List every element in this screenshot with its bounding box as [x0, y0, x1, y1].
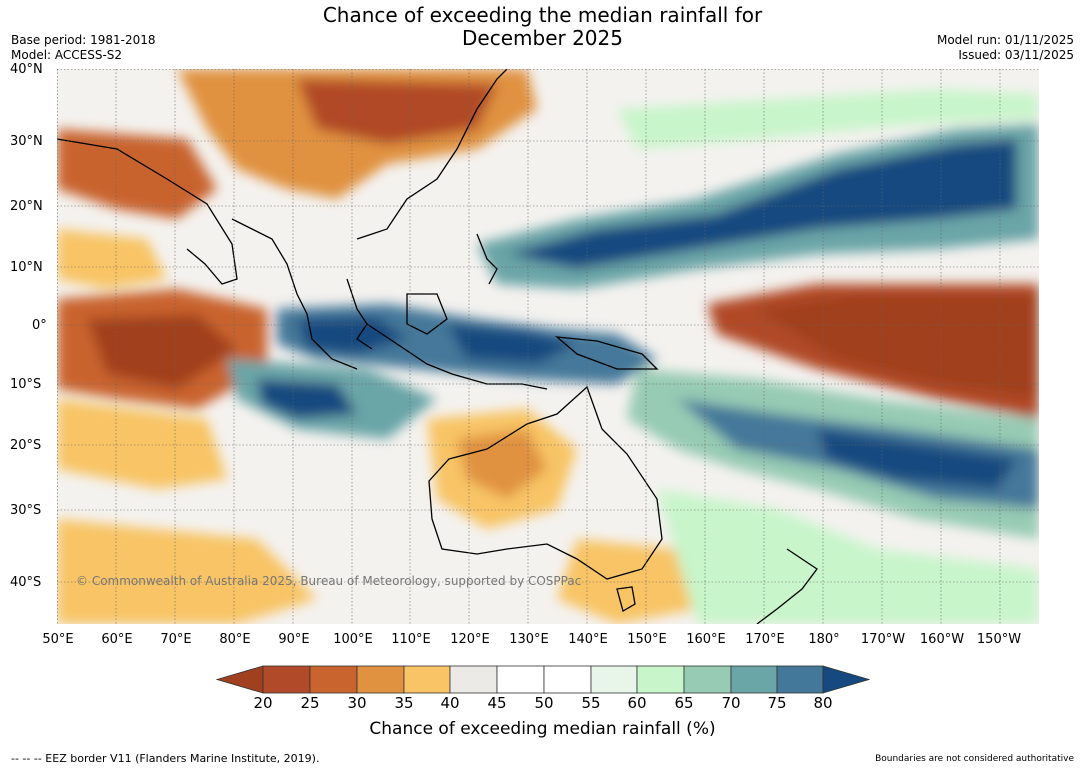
lon-label-160e: 160°E [686, 632, 726, 647]
coast-india-burma [231, 218, 358, 370]
colorbar-tick-40: 40 [440, 694, 460, 712]
coast-borneo [406, 293, 448, 335]
metadata-right: Model run: 01/11/2025 Issued: 03/11/2025 [937, 33, 1074, 63]
lat-label-40s: 40°S [10, 575, 42, 590]
graticule [57, 69, 1039, 624]
colorbar-tick-45: 45 [487, 694, 507, 712]
colorbar-swatch-75-80 [776, 665, 824, 694]
map-title: Chance of exceeding the median rainfall … [0, 4, 1085, 50]
colorbar-swatch-50-55 [543, 665, 592, 694]
model-name: Model: ACCESS-S2 [11, 48, 123, 62]
colorbar-tick-50: 50 [534, 694, 554, 712]
colorbar-arrow-low [216, 665, 264, 694]
region-dry-western-australia [57, 409, 697, 624]
colorbar-swatch-25-30 [309, 665, 358, 694]
lon-label-120e: 120°E [450, 632, 490, 647]
lon-label-100e: 100°E [333, 632, 373, 647]
lat-label-40n: 40°N [10, 62, 43, 77]
boundary-disclaimer: Boundaries are not considered authoritat… [875, 754, 1074, 764]
colorbar-swatch-35-40 [403, 665, 451, 694]
colorbar-tick-30: 30 [347, 694, 367, 712]
lon-label-60e: 60°E [101, 632, 133, 647]
lat-label-20s: 20°S [10, 438, 42, 453]
coast-asia-west [57, 138, 238, 285]
lon-label-110e: 110°E [391, 632, 431, 647]
colorbar-tick-25: 25 [300, 694, 320, 712]
colorbar-tick-55: 55 [581, 694, 601, 712]
lat-label-20n: 20°N [10, 199, 43, 214]
coast-australia [428, 385, 663, 580]
colorbar-swatch-65-70 [683, 665, 732, 694]
colorbar-swatch-70-75 [730, 665, 778, 694]
colorbar-swatch-55-60 [590, 665, 638, 694]
eez-legend: -- -- -- EEZ border V11 (Flanders Marine… [11, 752, 320, 765]
colorbar-arrow-high [822, 665, 870, 694]
colorbar-swatch-30-35 [356, 665, 405, 694]
colorbar-tick-70: 70 [721, 694, 741, 712]
lon-label-50e: 50°E [42, 632, 74, 647]
region-dry-east-asia [57, 69, 537, 289]
colorbar-swatch-60-65 [636, 665, 685, 694]
lat-label-10s: 10°S [10, 377, 42, 392]
region-wet-north-pacific [477, 89, 1039, 289]
lat-label-30n: 30°N [10, 134, 43, 149]
colorbar-swatch-40-45 [449, 665, 498, 694]
colorbar-tick-65: 65 [674, 694, 694, 712]
metadata-left: Base period: 1981-2018 Model: ACCESS-S2 [11, 33, 156, 63]
lat-label-10n: 10°N [10, 260, 43, 275]
region-dry-indian-ocean [57, 289, 267, 489]
lon-label-180: 180° [808, 632, 840, 647]
colorbar-tick-75: 75 [767, 694, 787, 712]
coast-new-guinea [554, 336, 659, 370]
lon-label-140e: 140°E [568, 632, 608, 647]
lat-label-0: 0° [32, 318, 47, 333]
colorbar-tick-60: 60 [627, 694, 647, 712]
model-run: Model run: 01/11/2025 [936, 33, 1074, 47]
lon-label-160w: 160°W [919, 632, 965, 647]
colorbar-tick-20: 20 [253, 694, 273, 712]
lon-label-150e: 150°E [627, 632, 667, 647]
coast-indonesia [366, 323, 548, 390]
coast-philippines [476, 233, 498, 285]
rainfall-map: © Commonwealth of Australia 2025, Bureau… [57, 69, 1039, 624]
region-dry-central-pacific [707, 284, 1039, 419]
lon-label-90e: 90°E [278, 632, 310, 647]
colorbar-swatch-45-50 [496, 665, 545, 694]
coast-new-zealand [756, 548, 818, 624]
base-period: Base period: 1981-2018 [11, 33, 156, 47]
rainfall-field [57, 69, 1039, 624]
lon-label-150w: 150°W [976, 632, 1022, 647]
colorbar-tick-35: 35 [394, 694, 414, 712]
region-wet-eastern-indian-ocean [227, 359, 437, 439]
colorbar-swatch-20-25 [262, 665, 311, 694]
colorbar-tick-80: 80 [813, 694, 833, 712]
lon-label-70e: 70°E [160, 632, 192, 647]
colorbar-label: Chance of exceeding median rainfall (%) [369, 719, 716, 739]
title-line-1: Chance of exceeding the median rainfall … [322, 3, 763, 27]
copyright-notice: © Commonwealth of Australia 2025, Bureau… [76, 574, 581, 588]
colorbar [216, 665, 870, 694]
coast-tasmania [616, 586, 636, 612]
lon-label-170w: 170°W [860, 632, 906, 647]
title-line-2: December 2025 [462, 26, 623, 50]
coast-china [356, 69, 508, 240]
issued-date: Issued: 03/11/2025 [958, 48, 1074, 62]
lat-label-30s: 30°S [10, 503, 42, 518]
lon-label-170e: 170°E [745, 632, 785, 647]
lon-label-80e: 80°E [219, 632, 251, 647]
region-wet-south-pacific [627, 369, 1039, 624]
coastlines [57, 69, 818, 624]
lon-label-130e: 130°E [509, 632, 549, 647]
